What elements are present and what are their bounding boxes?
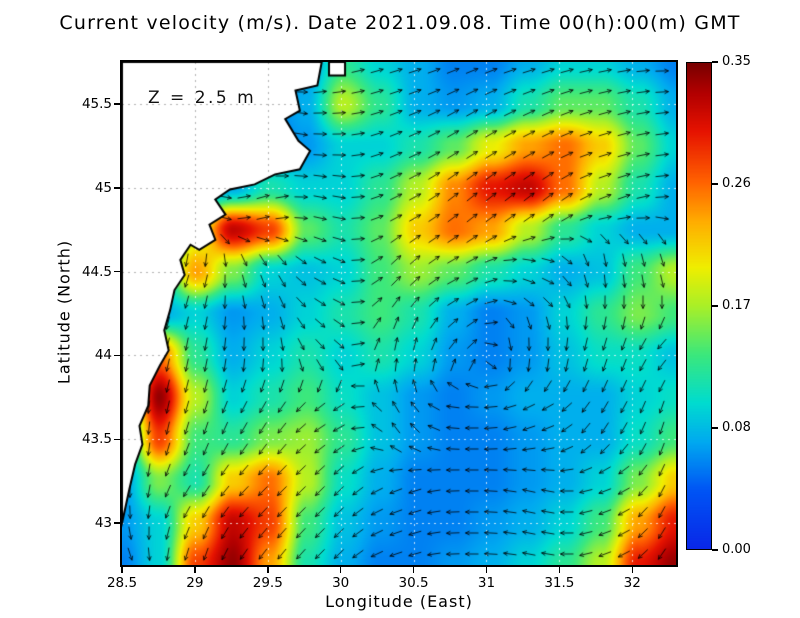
tick-mark <box>267 567 269 573</box>
colorbar-tick-label: 0.00 <box>722 542 751 557</box>
tick-mark <box>339 567 342 573</box>
tick-mark <box>114 103 120 105</box>
velocity-map-canvas <box>122 62 676 565</box>
colorbar-tick-label: 0.35 <box>722 54 751 69</box>
y-tick-label: 45 <box>94 179 112 196</box>
y-tick-label: 44 <box>94 347 112 364</box>
tick-mark <box>121 567 123 573</box>
tick-mark <box>114 270 120 273</box>
tick-mark <box>631 567 633 573</box>
y-tick-label: 43 <box>94 515 112 532</box>
tick-mark <box>412 567 415 573</box>
y-tick-label: 43.5 <box>81 431 112 448</box>
tick-mark <box>712 61 718 63</box>
colorbar-tick-label: 0.26 <box>722 176 751 191</box>
colorbar-gradient <box>687 63 711 549</box>
colorbar-tick-label: 0.08 <box>722 420 751 435</box>
y-tick-label: 44.5 <box>81 263 112 280</box>
x-tick-label: 28.5 <box>106 575 138 591</box>
colorbar <box>686 62 712 550</box>
plot-area: Z = 2.5 m <box>120 60 678 567</box>
tick-mark <box>114 438 120 440</box>
x-axis-title: Longitude (East) <box>325 592 473 611</box>
x-tick-label: 29 <box>186 575 204 591</box>
tick-mark <box>114 354 120 357</box>
tick-mark <box>194 567 196 573</box>
x-tick-label: 32 <box>623 575 641 591</box>
x-tick-label: 30.5 <box>398 575 429 591</box>
x-tick-label: 31 <box>477 575 496 591</box>
y-tick-label: 45.5 <box>81 95 112 112</box>
tick-mark <box>114 522 120 524</box>
colorbar-tick-label: 0.17 <box>722 298 751 313</box>
x-tick-label: 29.5 <box>252 575 283 591</box>
tick-mark <box>485 567 488 573</box>
tick-mark <box>712 549 718 551</box>
tick-mark <box>558 567 561 573</box>
x-tick-label: 31.5 <box>544 575 575 591</box>
depth-annotation: Z = 2.5 m <box>148 88 257 108</box>
tick-mark <box>712 305 718 307</box>
x-tick-label: 30 <box>332 575 350 591</box>
tick-mark <box>712 427 718 429</box>
tick-mark <box>114 187 120 189</box>
tick-mark <box>712 183 718 185</box>
chart-title: Current velocity (m/s). Date 2021.09.08.… <box>59 12 741 34</box>
